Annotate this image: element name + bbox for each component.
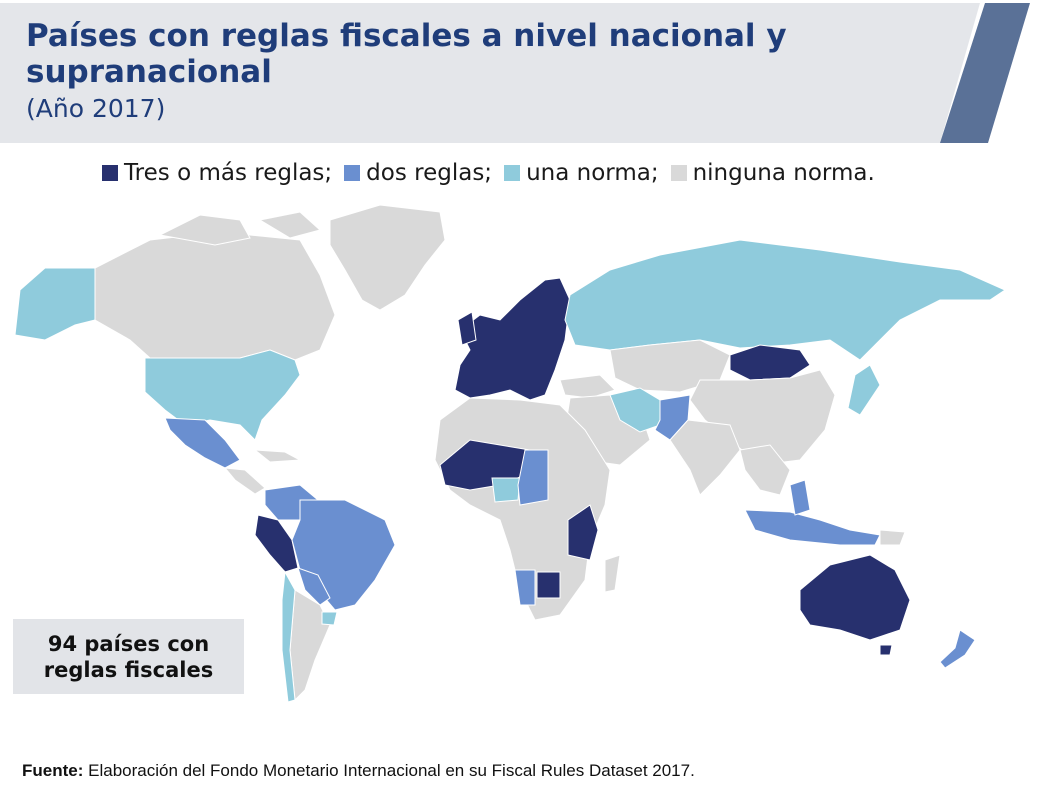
region-united-states (144, 349, 301, 441)
source-text: Elaboración del Fondo Monetario Internac… (88, 761, 695, 780)
region-tasmania (879, 644, 893, 656)
page-title: Países con reglas fiscales a nivel nacio… (26, 18, 787, 90)
legend-item-none: ninguna norma. (670, 160, 875, 186)
countries-count-box: 94 países con reglas fiscales (13, 619, 244, 694)
legend-label-one: una norma; (526, 160, 659, 186)
page-subtitle: (Año 2017) (26, 94, 166, 123)
region-japan (847, 364, 881, 416)
title-banner: Países con reglas fiscales a nivel nacio… (0, 0, 1053, 143)
region-southeast-asia (739, 444, 791, 496)
region-australia (799, 554, 911, 641)
region-namibia (514, 569, 536, 606)
legend-label-two: dos reglas; (366, 160, 493, 186)
map-legend: Tres o más reglas; dos reglas; una norma… (102, 156, 887, 190)
region-central-america (223, 449, 302, 495)
region-india (669, 419, 741, 496)
region-mongolia (729, 344, 811, 381)
region-greenland (329, 204, 446, 311)
region-philippines (789, 479, 811, 516)
legend-swatch-none (670, 165, 687, 181)
title-banner-background (0, 3, 1030, 143)
region-china (689, 369, 836, 466)
region-uk (457, 311, 477, 346)
region-nigeria (491, 477, 521, 503)
region-canada (94, 231, 336, 361)
region-chile (281, 570, 296, 703)
region-madagascar (604, 554, 621, 593)
region-botswana (536, 571, 561, 599)
region-png (879, 529, 906, 546)
region-uruguay (321, 611, 338, 626)
region-europe (454, 277, 571, 401)
source-note: Fuente: Elaboración del Fondo Monetario … (22, 761, 695, 781)
region-turkey (559, 374, 616, 399)
world-map (14, 204, 1007, 703)
region-argentina (289, 589, 331, 702)
region-indonesia (744, 509, 881, 546)
legend-swatch-three (102, 165, 118, 181)
region-new-zealand (939, 629, 976, 669)
region-brazil (291, 499, 396, 611)
legend-swatch-two (344, 165, 361, 181)
source-label: Fuente: (22, 761, 84, 780)
region-arctic-islands (158, 211, 322, 246)
legend-item-one: una norma; (504, 160, 659, 186)
region-central-africa (517, 449, 549, 506)
legend-swatch-one (504, 165, 521, 181)
legend-label-three: Tres o más reglas; (124, 160, 333, 186)
countries-count-line1: 94 países con (47, 631, 210, 656)
countries-count-line2: reglas fiscales (43, 657, 214, 682)
legend-label-none: ninguna norma. (692, 160, 875, 186)
region-paraguay (297, 567, 331, 606)
legend-item-two: dos reglas; (344, 160, 492, 186)
region-alaska (14, 267, 96, 341)
region-mexico (164, 417, 241, 469)
region-peru (254, 514, 299, 573)
legend-item-three: Tres o más reglas; (102, 160, 332, 186)
region-russia (564, 239, 1007, 361)
region-tanzania (567, 504, 599, 561)
